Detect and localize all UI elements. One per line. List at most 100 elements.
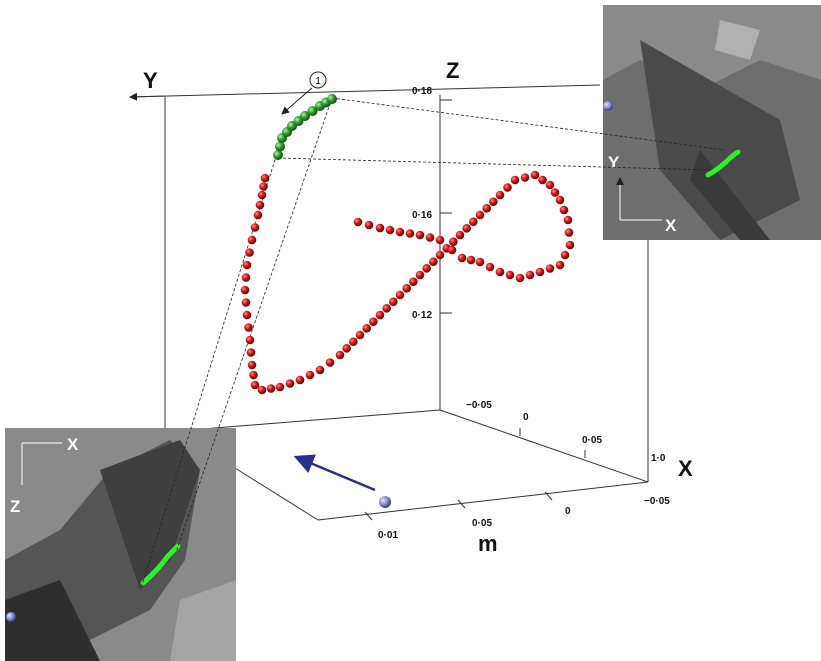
trajectory-point: [327, 94, 337, 104]
trajectory-point: [376, 311, 385, 320]
trajectory-point: [248, 236, 257, 245]
back-tick-label: 1·0: [651, 453, 666, 464]
trajectory-point: [436, 236, 445, 245]
inset-z-label: Z: [10, 497, 20, 516]
back-tick-label: 0·05: [582, 435, 602, 446]
trajectory-point: [429, 257, 438, 266]
trajectory-point: [556, 196, 565, 205]
trajectory-point: [245, 248, 254, 257]
trajectory-point: [503, 183, 512, 192]
trajectory-point: [248, 361, 257, 370]
trajectory-point: [426, 233, 435, 242]
trajectory-point: [416, 231, 425, 240]
trajectory-point: [409, 277, 418, 286]
trajectory-point: [476, 211, 485, 220]
trajectory-point: [462, 224, 471, 233]
trajectory-point: [511, 176, 520, 185]
trajectory-point: [448, 246, 457, 255]
trajectory-point: [564, 216, 573, 225]
trajectory-point: [243, 311, 252, 320]
trajectory-point: [376, 224, 385, 233]
inset-photo-bottom: X Z: [5, 428, 236, 661]
annotation: 1: [315, 76, 321, 87]
trajectory-point: [242, 298, 251, 307]
trajectory-point: [546, 264, 555, 273]
trajectory-point: [536, 268, 545, 277]
z-tick-label: 0·16: [412, 210, 432, 221]
trajectory-point: [258, 386, 267, 395]
trajectory-point: [349, 337, 358, 346]
trajectory-point: [254, 211, 263, 220]
unit-label: m: [478, 531, 498, 556]
marker-sphere: [379, 496, 391, 508]
trajectory-point: [456, 231, 465, 240]
y-axis-label: Y: [143, 68, 158, 93]
trajectory-point: [526, 271, 535, 280]
trajectory-point: [469, 217, 478, 226]
trajectory-point: [267, 384, 276, 393]
trajectory-point: [389, 297, 398, 306]
trajectory-point: [247, 348, 256, 357]
trajectory-point: [273, 150, 283, 160]
trajectory-point: [496, 268, 505, 277]
trajectory-point: [276, 383, 285, 392]
floor-tick-label: 0: [565, 506, 571, 517]
trajectory-point: [566, 241, 575, 250]
trajectory-point: [241, 286, 250, 295]
trajectory-point: [467, 256, 476, 265]
trajectory-point: [556, 261, 565, 270]
trajectory-point: [246, 336, 255, 345]
trajectory-point: [296, 376, 305, 385]
trajectory-point: [506, 271, 515, 280]
direction-arrow: [296, 457, 375, 490]
trajectory-point: [251, 223, 260, 232]
trajectory-point: [546, 181, 555, 190]
back-tick-label: 0: [523, 412, 529, 423]
floor-tick-label: 0·05: [472, 518, 492, 529]
trajectory-point: [516, 274, 525, 283]
trajectory-point: [362, 324, 371, 333]
figure: Y X X Z 1 Y Z X m 0·18 0·16 0·12 −0·05 0…: [0, 0, 821, 661]
trajectory-point: [259, 182, 268, 191]
floor-tick-label: 0·01: [378, 530, 398, 541]
trajectory-point: [356, 331, 365, 340]
trajectory-point: [565, 228, 574, 237]
trajectory-point: [306, 371, 315, 380]
trajectory-point: [326, 358, 335, 367]
z-tick-label: 0·12: [412, 310, 432, 321]
trajectory-point: [249, 371, 258, 380]
floor-tick-label: −0·05: [644, 496, 670, 507]
trajectory-point: [538, 176, 547, 185]
trajectory-point: [402, 284, 411, 293]
trajectory-point: [261, 174, 270, 183]
trajectory-point: [496, 191, 505, 200]
trajectory: [241, 94, 575, 394]
trajectory-point: [342, 344, 351, 353]
trajectory-point: [365, 221, 374, 230]
marker-sphere: [6, 612, 16, 622]
trajectory-point: [551, 188, 560, 197]
inset-y-label: Y: [608, 153, 620, 172]
trajectory-point: [382, 304, 391, 313]
trajectory-point: [386, 226, 395, 235]
trajectory-point: [486, 263, 495, 272]
trajectory-point: [316, 366, 325, 375]
trajectory-point: [242, 273, 251, 282]
trajectory-point: [560, 206, 569, 215]
trajectory-point: [531, 171, 540, 180]
trajectory-point: [258, 191, 267, 200]
trajectory-point: [396, 291, 405, 300]
trajectory-point: [396, 228, 405, 237]
trajectory-point: [416, 271, 425, 280]
trajectory-point: [489, 197, 498, 206]
trajectory-point: [286, 379, 295, 388]
trajectory-point: [354, 218, 363, 227]
trajectory-point: [449, 237, 458, 246]
trajectory-point: [422, 264, 431, 273]
trajectory-point: [476, 258, 485, 267]
annotation-arrow: [282, 88, 312, 114]
z-tick-label: 0·18: [412, 86, 432, 97]
trajectory-point: [406, 229, 415, 238]
trajectory-point: [482, 204, 491, 213]
trajectory-point: [251, 381, 260, 390]
